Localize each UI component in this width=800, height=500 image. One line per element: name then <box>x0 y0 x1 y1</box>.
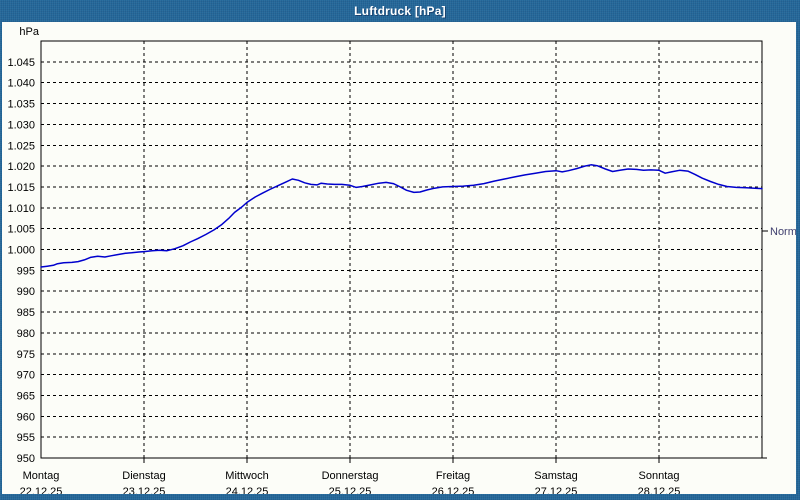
y-tick-label: 975 <box>17 349 35 361</box>
window-titlebar: Luftdruck [hPa] <box>0 0 800 22</box>
x-date-label: 23.12.25 <box>123 486 166 494</box>
x-date-label: 28.12.25 <box>638 486 681 494</box>
y-tick-label: 960 <box>17 411 35 423</box>
y-tick-label: 1.040 <box>7 78 35 90</box>
y-tick-label: 965 <box>17 390 35 402</box>
x-day-label: Montag <box>23 470 60 482</box>
y-tick-label: 990 <box>17 286 35 298</box>
y-tick-label: 1.035 <box>7 99 35 111</box>
pressure-line-chart: 1.045 1.040 1.035 1.030 1.025 1.020 1.015 1.010… <box>7 26 796 494</box>
y-tick-label: 995 <box>17 265 35 277</box>
x-day-label: Sonntag <box>639 470 680 482</box>
y-tick-label: 1.000 <box>7 245 35 257</box>
plot-border <box>40 40 763 459</box>
x-day-label: Mittwoch <box>225 470 268 482</box>
y-tick-label: 1.020 <box>7 161 35 173</box>
pressure-series-line <box>40 164 763 268</box>
x-date-label: 25.12.25 <box>329 486 372 494</box>
x-day-label: Samstag <box>534 470 577 482</box>
normal-label: Normal <box>770 226 796 238</box>
y-tick-label: 1.005 <box>7 224 35 236</box>
y-tick-label: 955 <box>17 432 35 444</box>
x-day-label: Freitag <box>436 470 470 482</box>
window-title: Luftdruck [hPa] <box>354 4 446 18</box>
x-day-label: Dienstag <box>122 470 165 482</box>
y-tick-label: 1.010 <box>7 203 35 215</box>
x-day-label: Donnerstag <box>322 470 379 482</box>
y-tick-label: 950 <box>17 453 35 465</box>
y-tick-label: 1.025 <box>7 140 35 152</box>
y-tick-label: 1.030 <box>7 119 35 131</box>
y-tick-label: 980 <box>17 328 35 340</box>
chart-area: 1.045 1.040 1.035 1.030 1.025 1.020 1.015 1.010… <box>2 22 796 494</box>
x-date-label: 24.12.25 <box>226 486 269 494</box>
y-tick-label: 985 <box>17 307 35 319</box>
y-tick-label: 1.015 <box>7 182 35 194</box>
y-tick-label: 1.045 <box>7 57 35 69</box>
y-tick-label: 970 <box>17 370 35 382</box>
y-axis-unit-label: hPa <box>19 26 39 38</box>
x-date-label: 26.12.25 <box>432 486 475 494</box>
x-date-label: 22.12.25 <box>20 486 63 494</box>
x-date-label: 27.12.25 <box>535 486 578 494</box>
